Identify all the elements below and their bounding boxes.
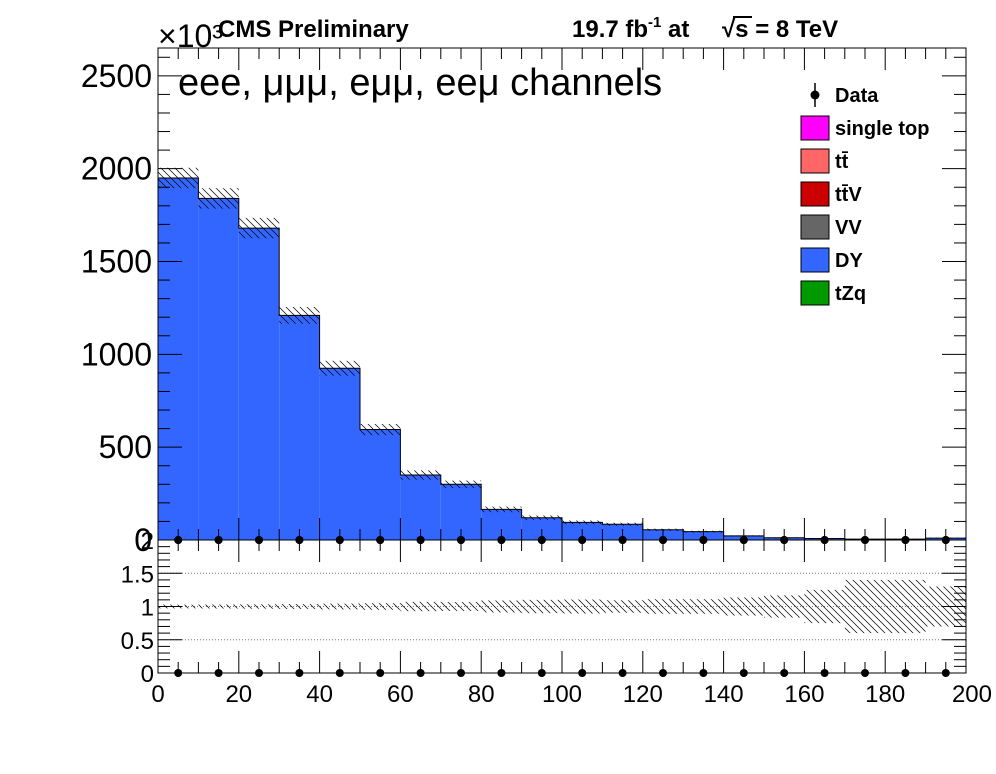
ratio-band-bin: [602, 600, 643, 613]
dy-bar: [158, 177, 199, 540]
y-exponent-label: ×10³: [158, 18, 223, 54]
legend-label-single_top: single top: [835, 118, 929, 140]
ratio-band-bin: [279, 604, 320, 609]
ratio-points: [174, 536, 950, 677]
lumi-exponent: -1: [648, 14, 661, 31]
ratio-panel: 0 0.5 1 1.5 2 0 20 40 60 80 100 120 140 160 180 200: [121, 528, 992, 708]
sqrt-symbol: √: [722, 16, 736, 43]
legend-swatch-DY: [800, 247, 830, 273]
legend-label-data: Data: [835, 85, 879, 107]
ratio-band-bin: [764, 595, 805, 618]
ratio-band-bin: [198, 604, 239, 609]
x-tick-label: 60: [387, 681, 414, 708]
legend-swatch-VV: [800, 214, 830, 240]
legend-swatch-ttbar: [800, 148, 830, 174]
legend-label-ttbar: tt̄: [835, 151, 849, 173]
x-tick-labels: 0 20 40 60 80 100 120 140 160 180 200: [151, 681, 992, 708]
energy-label: √s = 8 TeV: [722, 16, 838, 43]
ratio-band-bin: [238, 604, 280, 609]
legend-label-VV: VV: [835, 217, 862, 239]
ratio-y-tick-labels: 0 0.5 1 1.5 2: [121, 528, 154, 688]
ratio-band-bin: [844, 579, 886, 634]
x-tick-label: 100: [542, 681, 582, 708]
lumi-label: 19.7 fb-1 at: [572, 14, 689, 43]
y-tick-label: 0: [134, 522, 152, 558]
legend-marker-data: [810, 90, 820, 100]
dy-bar: [360, 429, 401, 540]
x-tick-label: 20: [225, 681, 252, 708]
legend-swatch-single_top: [800, 115, 830, 141]
x-tick-label: 0: [151, 681, 164, 708]
dy-bar: [521, 517, 562, 540]
y-tick-label: 1000: [81, 336, 152, 372]
ratio-band-bin: [885, 579, 926, 634]
x-tick-label: 180: [865, 681, 905, 708]
ratio-band-bin: [723, 597, 764, 616]
ratio-band-bin: [683, 599, 724, 614]
lumi-value: 19.7 fb: [572, 16, 648, 43]
x-tick-label: 200: [952, 681, 992, 708]
x-tick-label: 120: [623, 681, 663, 708]
stack-outline: [157, 177, 967, 540]
main-ticks: [157, 48, 967, 541]
x-tick-label: 80: [468, 681, 495, 708]
main-panel: 0 500 1000 1500 2000 2500: [81, 47, 967, 558]
x-tick-label: 40: [306, 681, 333, 708]
ratio-uncertainty-band: [158, 579, 966, 634]
main-y-tick-labels: 0 500 1000 1500 2000 2500: [81, 58, 152, 558]
ratio-y-tick-label: 1: [141, 595, 154, 622]
ratio-band-bin: [521, 599, 562, 614]
x-tick-label: 160: [784, 681, 824, 708]
ratio-band-bin: [319, 603, 360, 610]
x-tick-label: 140: [704, 681, 744, 708]
energy-value: = 8 TeV: [749, 16, 839, 43]
cms-label: CMS Preliminary: [218, 16, 409, 43]
legend-swatch-tZq: [800, 280, 830, 306]
legend-label-tZq: tZq: [835, 283, 866, 305]
ratio-band-bin: [481, 600, 522, 613]
ratio-band-bin: [400, 601, 441, 612]
y-tick-label: 2000: [81, 151, 152, 187]
dy-bar: [319, 368, 360, 540]
ratio-band-bin: [562, 599, 603, 614]
dy-bar: [279, 315, 320, 540]
ratio-band-bin: [804, 589, 845, 624]
dy-bar: [198, 198, 239, 540]
ratio-band-bin: [440, 602, 482, 611]
ratio-y-tick-label: 0: [141, 661, 154, 688]
legend-label-ttV: tt̄V: [835, 184, 862, 206]
ratio-y-tick-label: 0.5: [121, 628, 154, 655]
ratio-ticks: [157, 539, 967, 674]
lumi-at: at: [661, 16, 689, 43]
main-stack: [158, 177, 966, 540]
y-tick-label: 2500: [81, 58, 152, 94]
y-tick-label: 500: [99, 429, 152, 465]
ratio-y-tick-label: 1.5: [121, 561, 154, 588]
channels-label: eee, μμμ, eμμ, eeμ channels: [178, 62, 662, 104]
ratio-band-bin: [642, 599, 684, 614]
y-tick-label: 1500: [81, 244, 152, 280]
legend-label-DY: DY: [835, 250, 863, 272]
sqrt-s: s: [735, 16, 748, 43]
dy-bar: [238, 228, 280, 540]
ratio-band-bin: [360, 603, 401, 610]
legend-swatch-ttV: [800, 181, 830, 207]
legend: Data single top tt̄ tt̄V VV DY tZq: [800, 83, 929, 306]
ratio-y-tick-label: 2: [141, 528, 154, 555]
